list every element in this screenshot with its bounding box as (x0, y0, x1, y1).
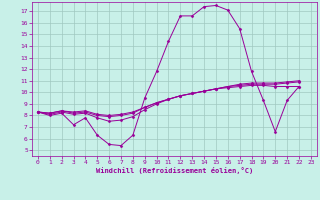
X-axis label: Windchill (Refroidissement éolien,°C): Windchill (Refroidissement éolien,°C) (96, 167, 253, 174)
